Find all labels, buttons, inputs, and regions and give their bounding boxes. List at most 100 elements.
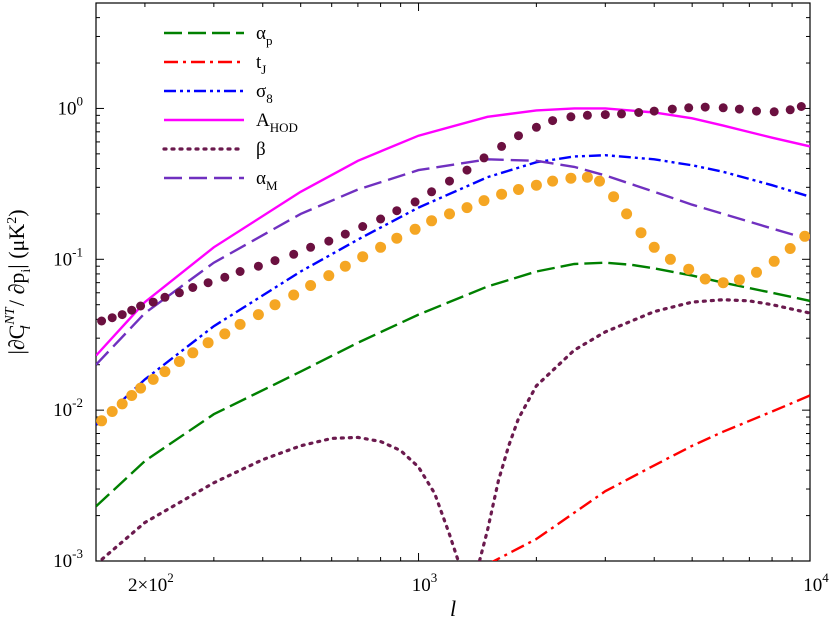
data-point	[566, 112, 576, 122]
data-point	[768, 255, 780, 267]
data-point	[461, 202, 473, 214]
data-point	[117, 310, 127, 320]
data-point	[376, 214, 386, 224]
series-A_HOD	[96, 107, 810, 357]
data-point	[392, 206, 402, 216]
data-point	[252, 309, 264, 321]
x-tick-label: 2×102	[128, 570, 174, 596]
data-point	[305, 280, 317, 291]
series-beta	[97, 298, 810, 561]
data-point	[410, 197, 420, 207]
ylabel-sub2: i	[19, 269, 34, 273]
y-tick-label: 10-2	[53, 395, 83, 421]
data-point	[340, 229, 350, 239]
legend: αp tJ σ8 AHOD β αM	[162, 23, 298, 193]
data-point	[324, 236, 334, 246]
data-point	[478, 195, 490, 207]
data-point	[148, 297, 158, 307]
data-point	[684, 103, 694, 113]
data-point	[667, 104, 677, 114]
data-point	[409, 223, 421, 235]
data-point	[664, 253, 676, 265]
data-point	[127, 305, 137, 315]
data-point	[718, 103, 728, 113]
data-point	[444, 208, 455, 220]
data-point	[323, 270, 335, 282]
data-point	[734, 104, 744, 114]
series-alpha_p	[96, 261, 810, 508]
data-point	[699, 273, 711, 285]
data-point	[751, 266, 762, 278]
data-point	[203, 278, 213, 288]
data-point	[531, 122, 541, 132]
data-point	[126, 390, 138, 401]
data-point	[769, 107, 779, 117]
data-point	[582, 110, 592, 120]
data-point	[339, 260, 351, 272]
x-axis-label: l	[450, 596, 456, 621]
data-point	[270, 256, 280, 266]
data-point	[497, 141, 507, 151]
legend-label-A_HOD: AHOD	[256, 110, 298, 135]
data-point	[288, 289, 300, 301]
data-point	[752, 106, 761, 116]
data-point	[136, 301, 146, 311]
y-tick-label: 10-3	[53, 546, 83, 572]
data-point	[649, 106, 659, 116]
data-point	[426, 215, 438, 227]
data-point	[635, 227, 647, 239]
tick-labels: 2×102 103 104 10-3 10-2 10-1 100	[53, 93, 829, 596]
data-point	[733, 274, 745, 286]
data-point	[717, 277, 729, 289]
data-point	[188, 283, 198, 292]
data-point	[621, 208, 633, 220]
data-point	[496, 188, 508, 200]
data-point	[159, 366, 171, 378]
ylabel-prefix: |∂C	[4, 325, 29, 355]
data-point	[187, 347, 199, 359]
data-point	[96, 415, 108, 427]
data-point	[106, 406, 118, 417]
data-point	[617, 109, 626, 119]
data-point	[634, 108, 644, 117]
data-point	[160, 292, 170, 302]
ylabel-suffix: | (μK	[4, 224, 29, 269]
data-point	[565, 172, 577, 184]
y-tick-label: 10-1	[53, 244, 83, 270]
data-point	[107, 313, 117, 323]
y-axis-label: |∂CNTl / ∂pi| (μK2)	[3, 209, 34, 354]
data-point	[548, 116, 558, 126]
data-point	[220, 272, 230, 282]
data-point	[784, 243, 796, 254]
data-point	[97, 316, 107, 326]
data-point	[269, 299, 281, 311]
legend-label-t_J: tJ	[256, 52, 266, 77]
ylabel-sub: l	[19, 325, 34, 329]
data-point	[514, 131, 523, 141]
y-axis-label-text: |∂CNTl / ∂pi| (μK2)	[3, 209, 34, 354]
plot-frame	[95, 2, 811, 562]
x-tick-label: 103	[412, 570, 438, 596]
data-point	[581, 171, 593, 183]
data-point	[513, 184, 524, 195]
data-point	[683, 263, 695, 275]
data-point	[608, 191, 620, 203]
data-point	[547, 175, 559, 187]
data-point	[147, 373, 159, 385]
data-point	[234, 318, 246, 330]
ylabel-end: )	[4, 209, 29, 216]
series-markers_maroon	[97, 102, 806, 326]
x-tick-label: 104	[803, 570, 829, 596]
data-point	[116, 398, 128, 410]
legend-label-alpha_p: αp	[256, 23, 272, 48]
legend-label-beta: β	[256, 139, 266, 160]
data-point	[358, 222, 368, 231]
plot-area: 2×102 103 104 10-3 10-2 10-1 100	[53, 2, 829, 596]
data-point	[306, 242, 316, 252]
data-point	[594, 175, 605, 187]
data-point	[375, 241, 387, 253]
data-point	[202, 337, 214, 349]
data-point	[174, 288, 184, 298]
series-markers_orange	[96, 171, 810, 427]
